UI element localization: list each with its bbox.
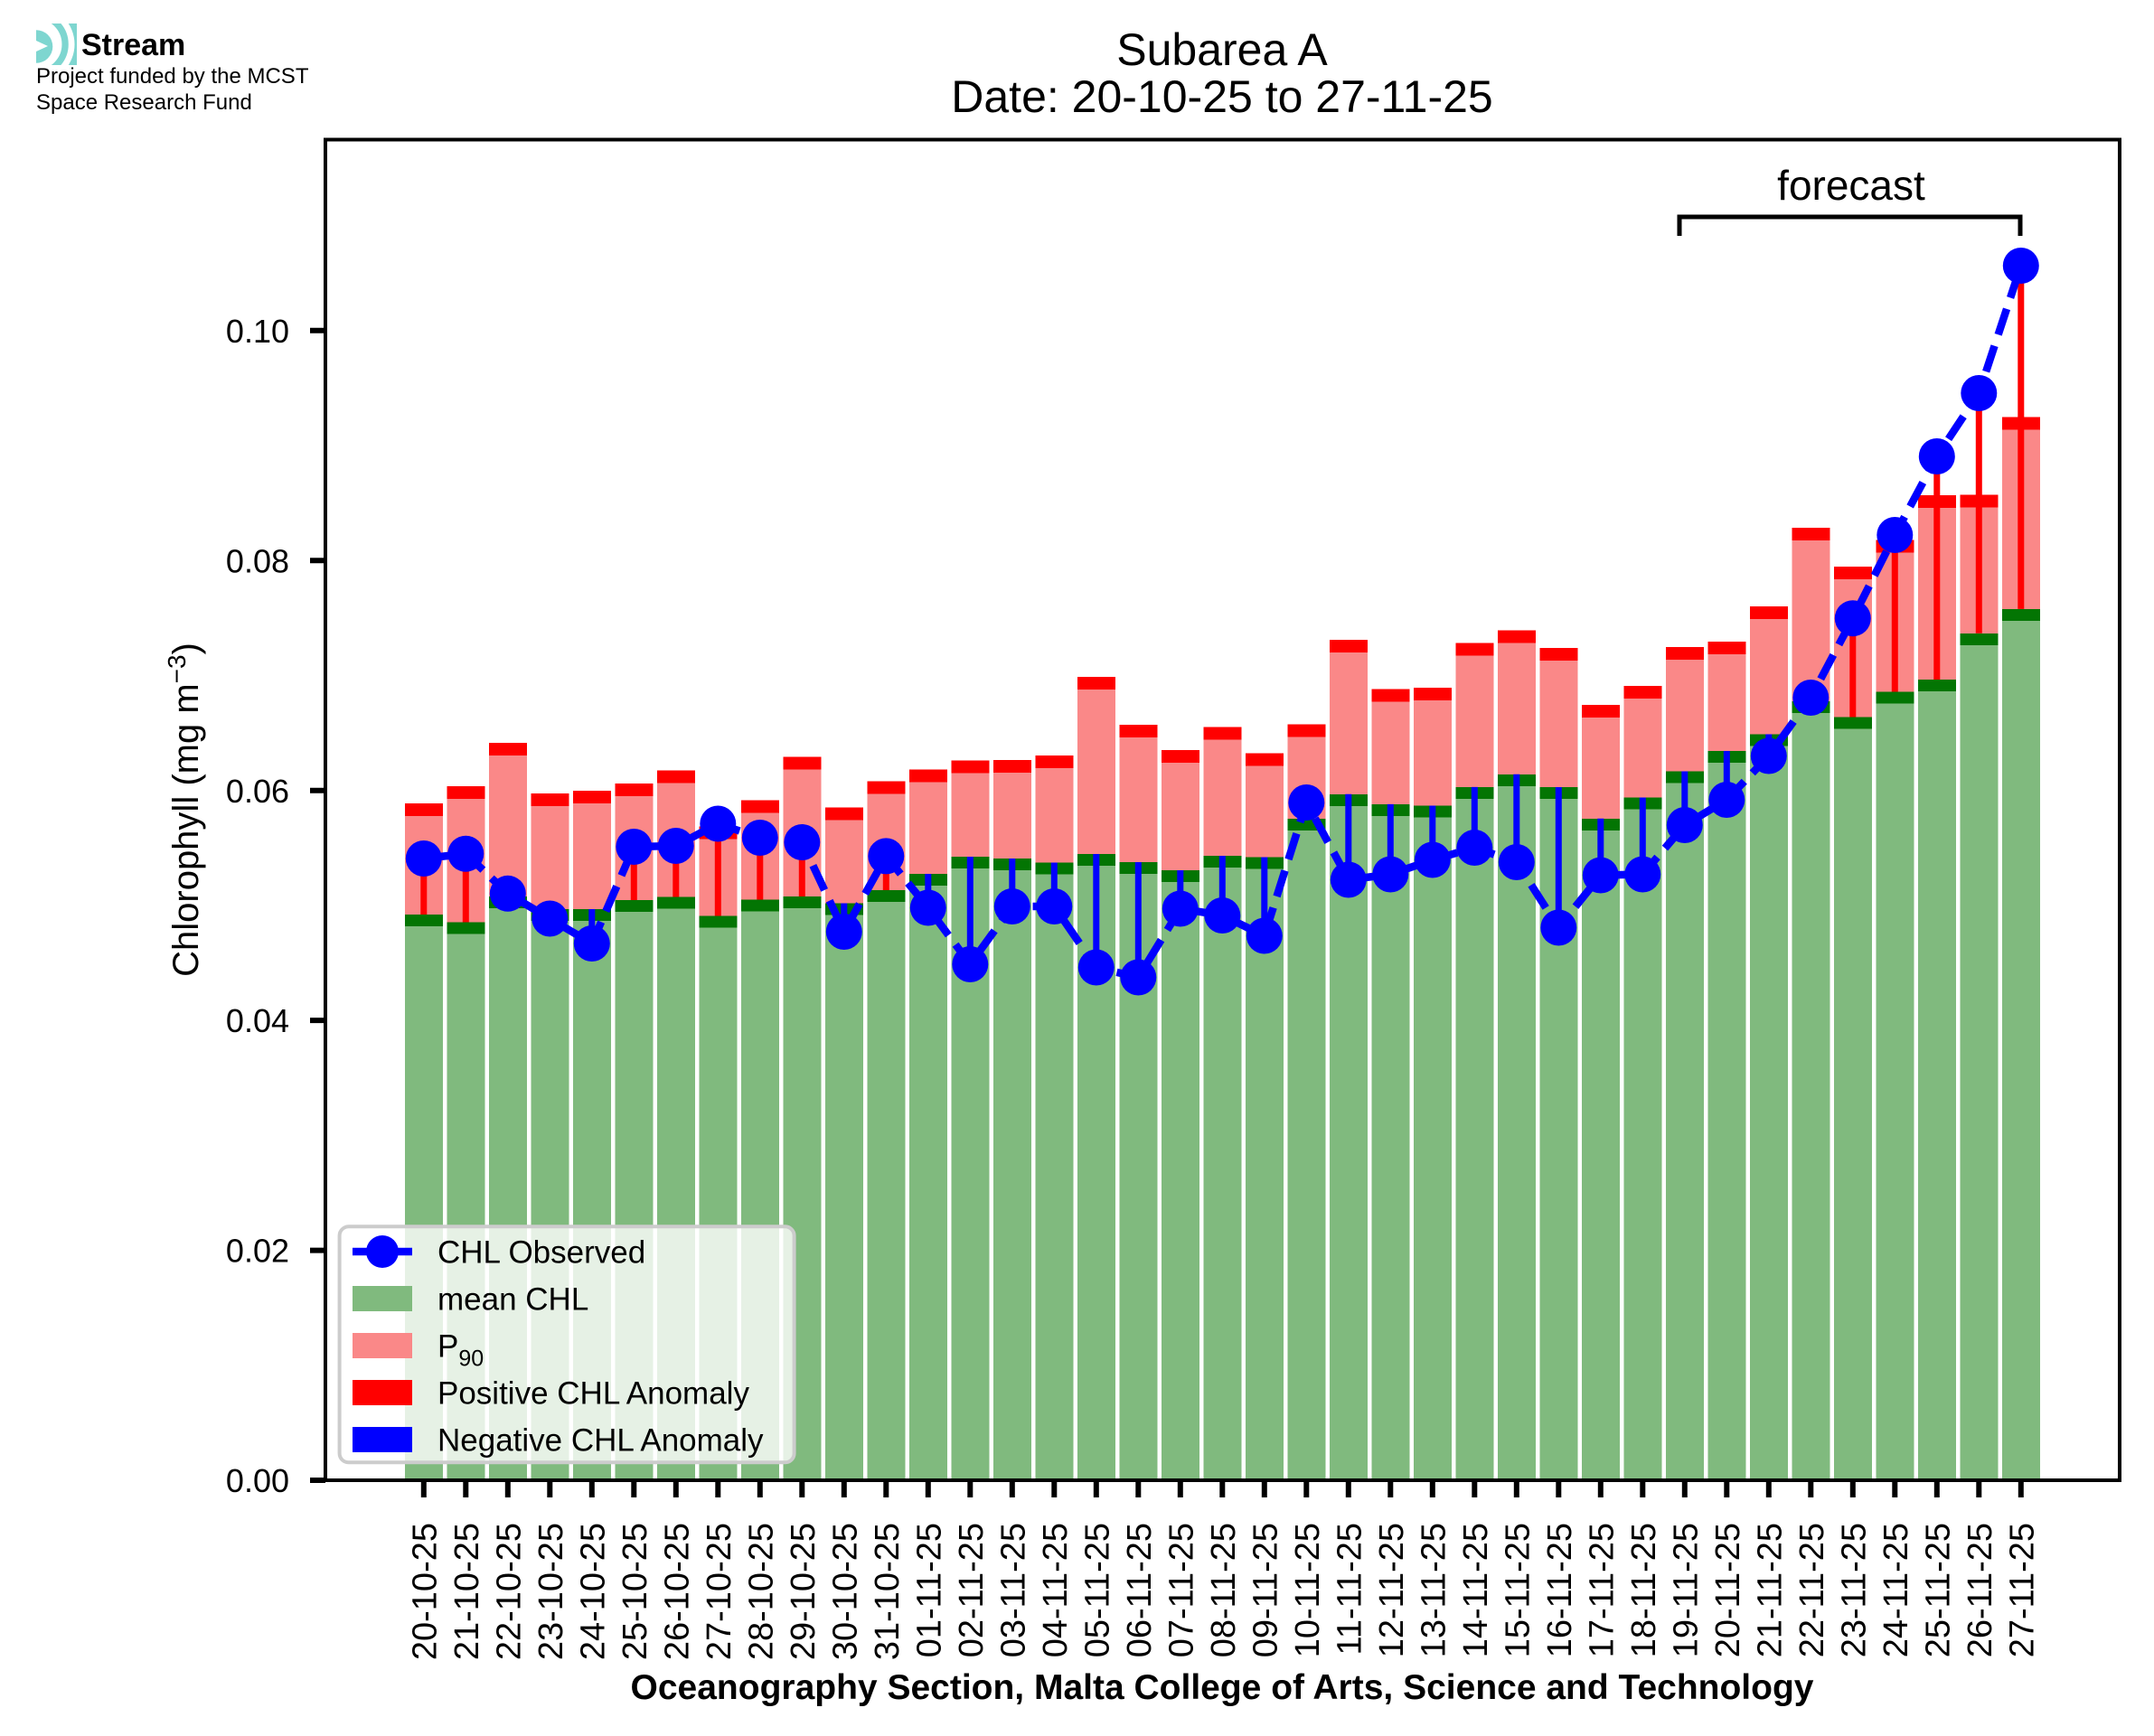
svg-text:23-10-25: 23-10-25 — [532, 1523, 570, 1660]
svg-text:22-11-25: 22-11-25 — [1793, 1523, 1831, 1657]
svg-text:Positive CHL Anomaly: Positive CHL Anomaly — [437, 1375, 749, 1411]
svg-text:21-10-25: 21-10-25 — [448, 1523, 486, 1660]
svg-text:21-11-25: 21-11-25 — [1751, 1523, 1789, 1657]
svg-text:0.04: 0.04 — [226, 1002, 289, 1039]
svg-text:Project funded by the MCST: Project funded by the MCST — [36, 64, 309, 89]
svg-text:0.10: 0.10 — [226, 313, 289, 350]
svg-text:30-10-25: 30-10-25 — [826, 1523, 864, 1660]
svg-text:27-10-25: 27-10-25 — [701, 1523, 738, 1660]
svg-text:forecast: forecast — [1777, 162, 1925, 209]
svg-text:04-11-25: 04-11-25 — [1037, 1523, 1075, 1657]
svg-text:26-11-25: 26-11-25 — [1961, 1523, 1999, 1657]
svg-text:11-11-25: 11-11-25 — [1331, 1523, 1369, 1655]
svg-text:Stream: Stream — [81, 28, 185, 62]
svg-text:Oceanography Section, Malta Co: Oceanography Section, Malta College of A… — [631, 1668, 1814, 1707]
svg-text:Negative CHL Anomaly: Negative CHL Anomaly — [437, 1422, 764, 1458]
svg-text:P90: P90 — [437, 1328, 484, 1371]
svg-text:0.08: 0.08 — [226, 542, 289, 579]
svg-text:03-11-25: 03-11-25 — [994, 1523, 1032, 1657]
svg-text:17-11-25: 17-11-25 — [1583, 1523, 1621, 1657]
svg-text:05-11-25: 05-11-25 — [1078, 1523, 1116, 1657]
svg-text:20-11-25: 20-11-25 — [1709, 1523, 1747, 1657]
svg-text:Date: 20-10-25 to 27-11-25: Date: 20-10-25 to 27-11-25 — [951, 71, 1492, 122]
svg-text:24-11-25: 24-11-25 — [1877, 1523, 1915, 1657]
svg-text:22-10-25: 22-10-25 — [490, 1523, 528, 1660]
svg-text:13-11-25: 13-11-25 — [1415, 1523, 1453, 1657]
svg-text:24-10-25: 24-10-25 — [574, 1523, 612, 1660]
svg-text:07-11-25: 07-11-25 — [1162, 1523, 1200, 1657]
svg-text:0.00: 0.00 — [226, 1462, 289, 1499]
svg-text:Space Research Fund: Space Research Fund — [36, 90, 252, 115]
svg-text:12-11-25: 12-11-25 — [1373, 1523, 1411, 1657]
svg-text:06-11-25: 06-11-25 — [1121, 1523, 1159, 1657]
svg-text:02-11-25: 02-11-25 — [953, 1523, 991, 1657]
svg-text:19-11-25: 19-11-25 — [1667, 1523, 1705, 1657]
svg-text:14-11-25: 14-11-25 — [1457, 1523, 1495, 1657]
svg-text:31-10-25: 31-10-25 — [869, 1523, 907, 1660]
svg-text:08-11-25: 08-11-25 — [1205, 1523, 1243, 1657]
svg-text:10-11-25: 10-11-25 — [1289, 1523, 1327, 1657]
svg-text:15-11-25: 15-11-25 — [1499, 1523, 1537, 1657]
svg-text:29-10-25: 29-10-25 — [785, 1523, 823, 1660]
svg-text:mean CHL: mean CHL — [437, 1281, 588, 1317]
svg-text:09-11-25: 09-11-25 — [1246, 1523, 1284, 1657]
svg-text:27-11-25: 27-11-25 — [2003, 1523, 2041, 1657]
svg-text:28-10-25: 28-10-25 — [742, 1523, 780, 1660]
svg-text:0.02: 0.02 — [226, 1233, 289, 1270]
svg-text:26-10-25: 26-10-25 — [658, 1523, 696, 1660]
svg-text:Chlorophyll (mg m−3): Chlorophyll (mg m−3) — [163, 643, 206, 977]
svg-text:23-11-25: 23-11-25 — [1835, 1523, 1873, 1657]
svg-text:01-11-25: 01-11-25 — [910, 1523, 948, 1657]
svg-text:Subarea A: Subarea A — [1116, 24, 1328, 75]
svg-text:20-10-25: 20-10-25 — [406, 1523, 444, 1660]
svg-text:16-11-25: 16-11-25 — [1541, 1523, 1579, 1657]
svg-text:25-10-25: 25-10-25 — [616, 1523, 654, 1660]
svg-text:0.06: 0.06 — [226, 773, 289, 810]
svg-text:25-11-25: 25-11-25 — [1919, 1523, 1957, 1657]
svg-text:CHL Observed: CHL Observed — [437, 1234, 645, 1270]
svg-text:18-11-25: 18-11-25 — [1625, 1523, 1663, 1657]
